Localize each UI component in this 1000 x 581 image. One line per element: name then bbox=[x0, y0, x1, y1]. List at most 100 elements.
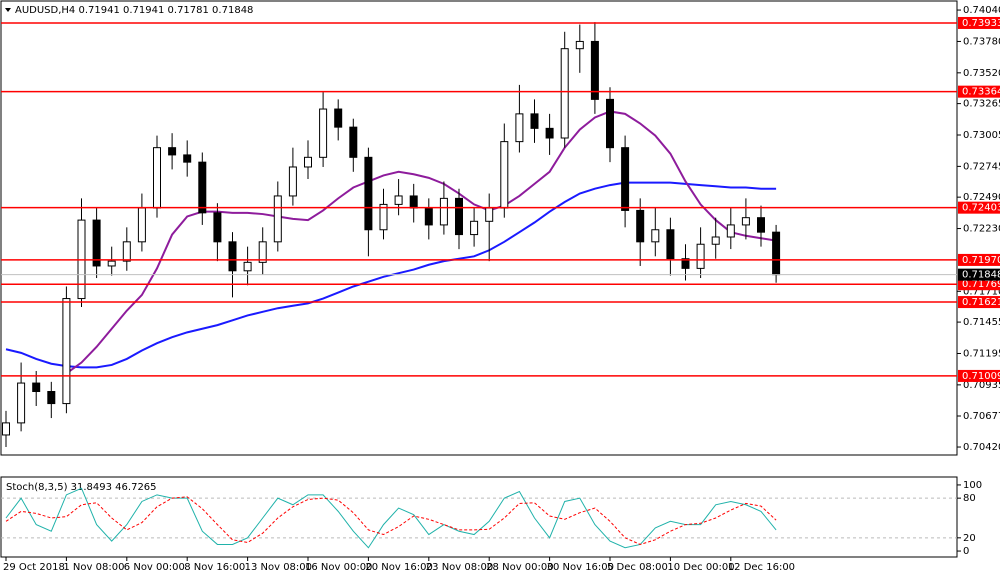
x-tick-label: 28 Nov 00:00 bbox=[486, 562, 553, 573]
level-label: 0.73364 bbox=[962, 87, 1000, 98]
candle-body bbox=[545, 127, 554, 139]
moving-average bbox=[65, 110, 777, 375]
level-label-bg bbox=[958, 278, 1000, 291]
candle-body bbox=[500, 141, 509, 209]
level-label-bg bbox=[958, 85, 1000, 98]
x-tick-label: 13 Nov 08:00 bbox=[245, 562, 312, 573]
candle-body bbox=[530, 113, 539, 129]
level-label-bg bbox=[958, 253, 1000, 266]
candle-body bbox=[319, 108, 328, 158]
candle-body bbox=[681, 258, 690, 269]
candle-body bbox=[455, 197, 463, 236]
main-panel bbox=[0, 0, 958, 456]
candle-body bbox=[621, 147, 630, 211]
candle-body bbox=[2, 422, 10, 436]
candle-body bbox=[772, 231, 781, 276]
candle-body bbox=[183, 154, 192, 163]
stoch-line bbox=[5, 487, 777, 549]
candle-body bbox=[92, 219, 101, 267]
x-tick-label: 29 Oct 2018 bbox=[3, 562, 65, 573]
y-tick-label: 20 bbox=[963, 533, 976, 544]
y-tick-label: 0.71195 bbox=[963, 348, 1000, 359]
candle-body bbox=[304, 156, 312, 168]
candle-body bbox=[364, 156, 373, 231]
candle-body bbox=[288, 166, 297, 197]
candle-body bbox=[560, 48, 569, 139]
level-label: 0.71970 bbox=[962, 255, 1000, 266]
candle-body bbox=[666, 229, 675, 260]
candle-body bbox=[590, 40, 599, 100]
y-tick-label: 0.72745 bbox=[963, 161, 1000, 172]
stoch-title: Stoch(8,3,5) 31.8493 46.7265 bbox=[6, 482, 157, 493]
stoch-line bbox=[5, 496, 777, 545]
candle-body bbox=[575, 40, 584, 50]
x-tick-label: 30 Nov 16:00 bbox=[547, 562, 614, 573]
y-tick-label: 0.70677 bbox=[963, 411, 1000, 422]
chart-title: AUDUSD,H4 0.71941 0.71941 0.71781 0.7184… bbox=[15, 5, 253, 16]
x-tick-label: 8 Nov 16:00 bbox=[184, 562, 245, 573]
x-tick-label: 10 Dec 00:00 bbox=[667, 562, 734, 573]
candle-body bbox=[696, 243, 705, 269]
candle-body bbox=[228, 241, 237, 272]
level-label-bg bbox=[958, 369, 1000, 382]
candle-body bbox=[349, 126, 358, 158]
candle-body bbox=[153, 147, 161, 209]
candle-body bbox=[168, 147, 177, 156]
menu-arrow[interactable] bbox=[5, 8, 11, 12]
candle-body bbox=[606, 98, 614, 149]
y-tick-label: 0.70420 bbox=[963, 442, 1000, 453]
level-label: 0.71769 bbox=[962, 279, 1000, 290]
y-tick-label: 0.70935 bbox=[963, 380, 1000, 391]
x-tick-label: 12 Dec 16:00 bbox=[728, 562, 795, 573]
candle-body bbox=[485, 207, 494, 222]
candle-body bbox=[711, 236, 720, 245]
candle-body bbox=[424, 207, 433, 226]
level-label: 0.72403 bbox=[962, 203, 1000, 214]
x-tick-label: 6 Nov 00:00 bbox=[124, 562, 185, 573]
candle-body bbox=[636, 209, 645, 243]
candle-body bbox=[243, 261, 252, 272]
y-tick-label: 80 bbox=[963, 493, 976, 504]
candle-body bbox=[439, 197, 448, 226]
y-tick-label: 0 bbox=[963, 546, 969, 557]
candle-body bbox=[651, 229, 660, 243]
candle-body bbox=[757, 217, 765, 233]
candle-body bbox=[470, 220, 479, 236]
y-tick-label: 100 bbox=[963, 480, 982, 491]
y-tick-label: 0.73265 bbox=[963, 99, 1000, 110]
candle-body bbox=[726, 224, 735, 238]
y-tick-label: 0.71455 bbox=[963, 317, 1000, 328]
candle-body bbox=[273, 195, 282, 243]
level-label: 0.73933 bbox=[962, 18, 1000, 29]
candle-body bbox=[394, 195, 403, 205]
candle-body bbox=[334, 108, 343, 128]
candle-body bbox=[47, 391, 56, 405]
candle-body bbox=[107, 260, 116, 267]
last-price-label: 0.71848 bbox=[962, 270, 1000, 281]
candle-body bbox=[515, 113, 524, 143]
candle-body bbox=[122, 241, 131, 262]
candle-body bbox=[379, 203, 388, 231]
level-label: 0.71009 bbox=[962, 371, 1000, 382]
candle-body bbox=[62, 298, 71, 405]
candle-body bbox=[741, 217, 750, 226]
x-tick-label: 5 Dec 08:00 bbox=[607, 562, 668, 573]
y-tick-label: 0.73005 bbox=[963, 130, 1000, 141]
candle-body bbox=[32, 382, 41, 393]
x-tick-label: 20 Nov 16:00 bbox=[365, 562, 432, 573]
level-label-bg bbox=[958, 201, 1000, 214]
stoch-panel bbox=[0, 476, 958, 558]
level-label-bg bbox=[958, 296, 1000, 309]
last-price-bg bbox=[958, 268, 1000, 281]
candle-body bbox=[17, 382, 26, 424]
candle-body bbox=[258, 241, 267, 263]
level-label-bg bbox=[958, 16, 1000, 29]
level-label: 0.71621 bbox=[962, 297, 1000, 308]
